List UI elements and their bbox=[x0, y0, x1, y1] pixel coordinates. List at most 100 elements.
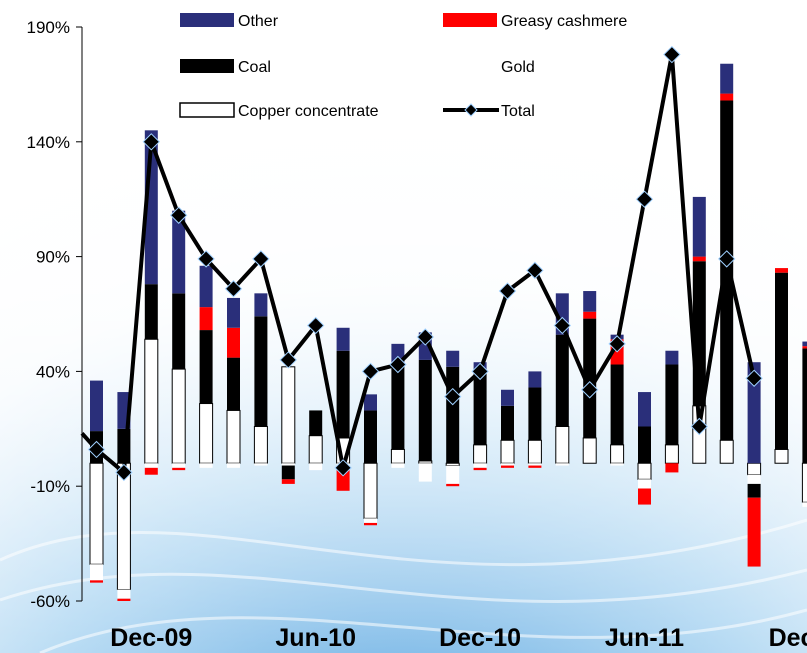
bar-segment bbox=[281, 479, 295, 484]
bar-segment bbox=[281, 366, 296, 464]
bar-segment bbox=[747, 483, 761, 498]
y-tick-label: 90% bbox=[36, 248, 70, 267]
bar-segment bbox=[364, 394, 377, 411]
bar-segment bbox=[802, 502, 807, 507]
bar-segment bbox=[665, 364, 679, 445]
total-marker bbox=[498, 282, 517, 300]
bar-segment bbox=[390, 448, 405, 464]
y-tick-label: 140% bbox=[27, 133, 70, 152]
x-tick-label: Dec-11 bbox=[769, 624, 807, 652]
legend-label: Gold bbox=[501, 59, 535, 76]
bar-segment bbox=[144, 338, 159, 464]
bar-segment bbox=[227, 463, 240, 468]
bar-segment bbox=[144, 467, 158, 475]
bar-segment bbox=[254, 463, 268, 466]
bar-segment bbox=[528, 465, 542, 468]
total-marker bbox=[169, 206, 188, 224]
legend-swatch bbox=[180, 13, 234, 27]
bar-segment bbox=[418, 463, 432, 482]
bar-segment bbox=[172, 463, 186, 468]
bar-segment bbox=[473, 369, 487, 445]
bar-segment bbox=[775, 268, 788, 273]
bar-segment bbox=[610, 463, 624, 466]
total-marker bbox=[361, 362, 380, 381]
bar-segment bbox=[364, 522, 377, 526]
bar-segment bbox=[89, 462, 104, 565]
bar-segment bbox=[555, 334, 569, 427]
bar-segment bbox=[555, 463, 569, 466]
bar-segment bbox=[117, 589, 131, 599]
total-marker bbox=[663, 45, 681, 64]
bar-segment bbox=[309, 410, 323, 436]
bar-segment bbox=[583, 318, 597, 438]
bar-segment bbox=[172, 293, 186, 370]
bar-segment bbox=[446, 465, 460, 484]
bar-segment bbox=[527, 439, 542, 464]
bar-segment bbox=[364, 518, 377, 523]
bar-segment bbox=[227, 327, 240, 358]
bar-segment bbox=[226, 409, 241, 464]
bar-segment bbox=[418, 460, 433, 464]
bar-segment bbox=[638, 479, 651, 489]
legend-swatch bbox=[180, 59, 234, 73]
bar-segment bbox=[171, 368, 186, 464]
x-tick-label: Jun-10 bbox=[275, 624, 356, 652]
total-marker bbox=[389, 355, 407, 374]
bar-segment bbox=[747, 497, 761, 567]
bar-segment bbox=[446, 483, 460, 487]
bar-segment bbox=[227, 357, 240, 411]
total-line-group bbox=[80, 45, 763, 482]
legend-swatch bbox=[443, 13, 497, 27]
bar-segment bbox=[446, 350, 460, 367]
bar-segment bbox=[802, 346, 807, 349]
legend-marker bbox=[464, 103, 478, 117]
y-tick-label: 190% bbox=[27, 18, 70, 37]
y-tick-label: 40% bbox=[36, 362, 70, 381]
bar-segment bbox=[281, 463, 295, 466]
bar-segment bbox=[501, 465, 514, 468]
bar-segment bbox=[583, 291, 597, 312]
bar-segment bbox=[281, 465, 295, 480]
bar-segment bbox=[199, 307, 213, 331]
total-marker bbox=[334, 459, 352, 477]
bar-segment bbox=[144, 463, 158, 468]
bar-segment bbox=[253, 426, 268, 464]
bar-segment bbox=[446, 366, 460, 464]
bar-segment bbox=[528, 463, 542, 466]
bar-segment bbox=[227, 297, 240, 328]
bar-segment bbox=[199, 330, 213, 404]
x-tick-label: Jun-11 bbox=[605, 624, 684, 652]
bar-segment bbox=[555, 426, 570, 464]
bar-segment bbox=[802, 341, 807, 347]
bar-segment bbox=[664, 444, 679, 464]
bar-segment bbox=[90, 380, 103, 432]
bar-segment bbox=[199, 265, 213, 308]
total-marker bbox=[526, 261, 544, 280]
bar-segment bbox=[391, 364, 405, 450]
bar-segment bbox=[199, 463, 213, 468]
bar-segment bbox=[665, 463, 679, 473]
bar-segment bbox=[308, 435, 323, 464]
bar-segment bbox=[747, 474, 761, 484]
bar-segment bbox=[172, 467, 186, 471]
total-marker bbox=[717, 250, 736, 268]
total-marker bbox=[635, 190, 654, 208]
y-tick-label: -60% bbox=[30, 592, 70, 611]
legend-label: Coal bbox=[238, 59, 271, 76]
legend-swatch bbox=[443, 59, 497, 73]
total-marker bbox=[252, 250, 270, 268]
bar-segment bbox=[199, 403, 214, 464]
bar-segment bbox=[90, 564, 103, 581]
bar-segment bbox=[501, 405, 514, 441]
x-tick-label: Dec-09 bbox=[110, 624, 192, 652]
bar-segment bbox=[473, 467, 487, 471]
bar-segment bbox=[336, 467, 350, 491]
total-marker bbox=[306, 316, 325, 335]
total-marker bbox=[443, 387, 462, 406]
bar-segment bbox=[719, 439, 734, 464]
bar-segment bbox=[583, 311, 597, 319]
total-marker bbox=[279, 351, 298, 369]
x-tick-label: Dec-10 bbox=[439, 624, 521, 652]
legend-label: Greasy cashmere bbox=[501, 13, 627, 30]
legend-label: Other bbox=[238, 13, 279, 30]
